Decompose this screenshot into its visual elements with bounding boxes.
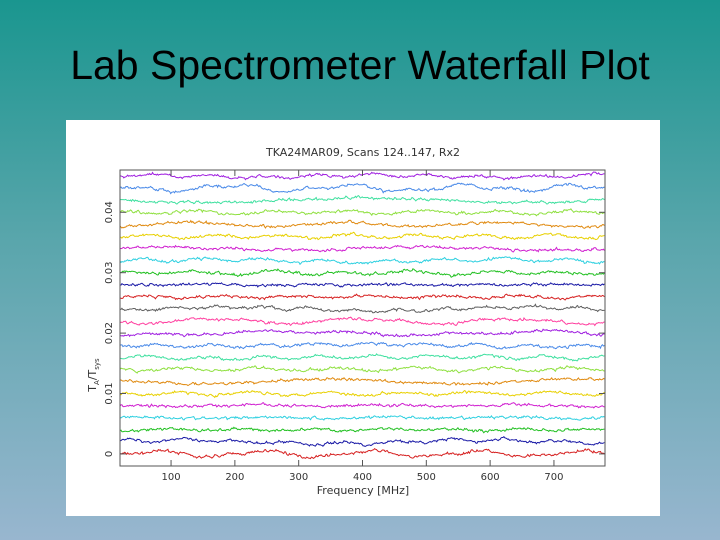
- y-tick-label: 0: [104, 451, 115, 457]
- scan-trace-131: [120, 364, 605, 374]
- scan-trace-141: [120, 244, 605, 253]
- scan-trace-143: [120, 219, 605, 229]
- svg-text:TA/Tsys: TA/Tsys: [86, 358, 101, 393]
- y-tick-label: 0.03: [104, 262, 115, 284]
- scan-trace-128: [120, 402, 605, 409]
- scan-trace-139: [120, 268, 605, 278]
- y-tick-label: 0.02: [104, 322, 115, 344]
- scan-trace-125: [120, 436, 605, 447]
- scan-trace-126: [120, 426, 605, 434]
- scan-trace-136: [120, 303, 605, 314]
- x-axis-label: Frequency [MHz]: [317, 484, 409, 497]
- scan-trace-124: [120, 448, 605, 460]
- x-tick-label: 500: [417, 472, 436, 483]
- scan-trace-138: [120, 282, 605, 288]
- chart-panel: TKA24MAR09, Scans 124..147, Rx2 Frequenc…: [66, 120, 660, 516]
- x-tick-label: 100: [162, 472, 181, 483]
- y-tick-label: 0.04: [104, 201, 115, 223]
- x-tick-label: 300: [289, 472, 308, 483]
- scan-trace-145: [120, 194, 605, 205]
- chart-title: TKA24MAR09, Scans 124..147, Rx2: [265, 146, 460, 159]
- x-tick-label: 200: [225, 472, 244, 483]
- scan-trace-130: [120, 377, 605, 387]
- scan-trace-144: [120, 208, 605, 217]
- x-tick-label: 600: [481, 472, 500, 483]
- y-tick-label: 0.01: [104, 382, 115, 404]
- scan-trace-129: [120, 389, 605, 399]
- scan-trace-135: [120, 316, 605, 327]
- scan-trace-133: [120, 341, 605, 350]
- waterfall-chart: TKA24MAR09, Scans 124..147, Rx2 Frequenc…: [86, 146, 606, 497]
- x-tick-label: 700: [544, 472, 563, 483]
- scan-trace-134: [120, 328, 605, 338]
- slide-title: Lab Spectrometer Waterfall Plot: [70, 42, 650, 88]
- scan-trace-146: [120, 182, 605, 195]
- scan-trace-127: [120, 415, 605, 421]
- scan-trace-142: [120, 231, 605, 241]
- scan-trace-137: [120, 293, 605, 301]
- y-axis-label: TA/Tsys: [86, 358, 101, 393]
- scan-trace-132: [120, 353, 605, 362]
- traces-group: [120, 171, 605, 460]
- x-tick-label: 400: [353, 472, 372, 483]
- scan-trace-140: [120, 256, 605, 266]
